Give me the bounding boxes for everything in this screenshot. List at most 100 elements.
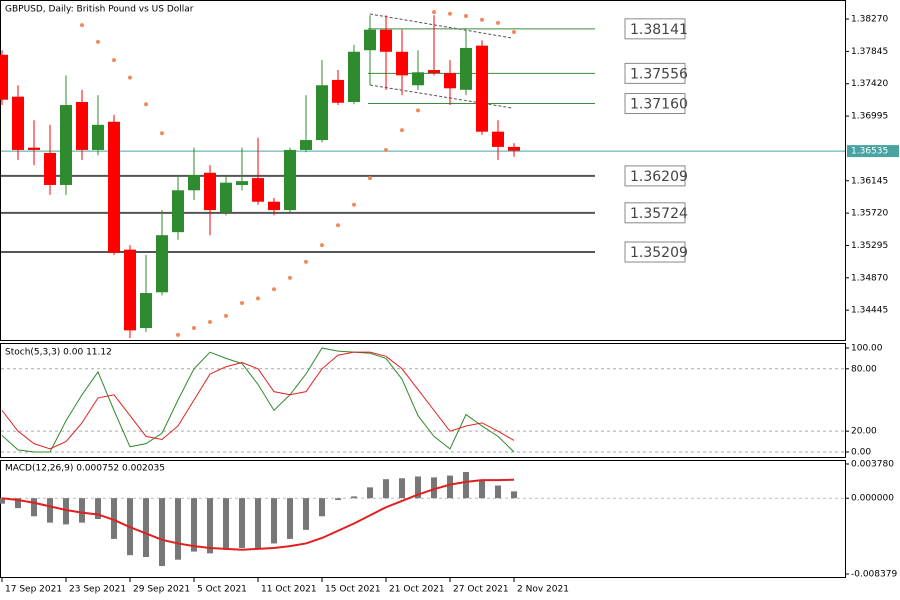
histogram-bar [367,487,373,499]
y-tick-label: 1.37845 [851,47,888,57]
histogram-bar [399,478,405,499]
histogram-bar [335,498,341,501]
y-tick-label: 1.35720 [851,209,888,219]
candle-body [156,235,168,293]
histogram-bar [447,475,453,499]
histogram-bar [271,498,277,544]
y-tick-label: 80.00 [851,364,877,374]
candle-body [172,190,184,233]
y-tick-label: 0.000000 [851,494,894,504]
psar-dot [480,17,484,22]
histogram-bar [79,498,85,523]
level-box [624,165,686,187]
candle-body [380,29,392,52]
x-tick-label: 11 Oct 2021 [261,585,317,595]
level-box [624,62,686,84]
main-pane [0,0,846,341]
histogram-bar [159,498,165,567]
candle-body [204,172,216,211]
level-label: 1.37556 [630,66,688,82]
candle-body [268,201,280,211]
x-tick-label: 23 Sep 2021 [69,585,126,595]
level-label: 1.36209 [630,169,688,185]
candle-body [508,146,520,151]
chart-title: GBPUSD, Daily: British Pound vs US Dolla… [5,5,194,15]
x-tick-label: 21 Oct 2021 [389,585,445,595]
candle-body [44,152,56,185]
histogram-bar [15,498,21,509]
histogram-bar [239,498,245,548]
psar-dot [288,275,292,280]
y-tick-label: 1.38270 [851,15,888,25]
histogram-bar [111,498,117,539]
psar-dot [464,13,468,18]
psar-dot [224,313,228,318]
stoch-pane [0,343,846,458]
y-tick-label: 1.36145 [851,176,888,186]
psar-dot [512,29,516,34]
level-label: 1.38141 [630,22,688,38]
psar-dot [176,332,180,337]
y-tick-label: 1.35295 [851,241,888,251]
psar-dot [160,131,164,136]
x-tick-label: 5 Oct 2021 [197,585,247,595]
candle-body [316,85,328,141]
histogram-bar [495,485,501,499]
candle-body [28,147,40,150]
candle-body [252,178,264,202]
candle-body [188,175,200,191]
histogram-bar [175,498,181,560]
psar-dot [256,296,260,301]
level-box [624,202,686,224]
stoch-title: Stoch(5,3,3) 0.00 11.12 [5,348,112,358]
candle-body [396,51,408,76]
histogram-bar [143,498,149,558]
histogram-bar [431,477,437,499]
histogram-bar [511,491,517,499]
psar-dot [416,108,420,113]
macd-title: MACD(12,26,9) 0.000752 0.002035 [5,464,165,474]
psar-dot [96,39,100,44]
psar-dot [112,58,116,63]
psar-dot [336,223,340,228]
y-tick-label: 20.00 [851,427,877,437]
candle-body [236,181,248,185]
psar-dot [400,128,404,133]
y-tick-label: 0.003780 [851,459,894,469]
trend-line [369,13,513,39]
histogram-bar [31,498,37,517]
candle-body [364,29,376,51]
histogram-bar [319,498,325,517]
level-box [624,93,686,115]
candle-body [0,54,8,100]
level-box [624,241,686,263]
stoch-line [1,351,515,450]
level-label: 1.37160 [630,97,688,113]
y-tick-label: 1.36995 [851,112,888,122]
candle-body [444,73,456,89]
y-tick-label: 1.37420 [851,79,888,89]
histogram-bar [47,498,53,523]
histogram-bar [479,480,485,499]
psar-dot [128,75,132,80]
psar-dot [320,243,324,248]
candle-body [124,249,136,331]
histogram-bar [287,498,293,539]
psar-dot [272,287,276,292]
level-box [624,18,686,40]
candle-body [140,293,152,329]
psar-dot [496,20,500,25]
trend-line [369,84,513,109]
y-tick-label: 1.34870 [851,273,888,283]
histogram-bar [95,498,101,520]
level-label: 1.35724 [630,206,688,222]
stoch-line [1,347,515,453]
candle-body [412,72,424,86]
x-tick-label: 17 Sep 2021 [5,585,62,595]
histogram-bar [207,498,213,554]
psar-dot [144,102,148,107]
candle-body [12,96,24,150]
histogram-bar [0,498,5,504]
y-tick-label: -0.008379 [851,570,897,580]
